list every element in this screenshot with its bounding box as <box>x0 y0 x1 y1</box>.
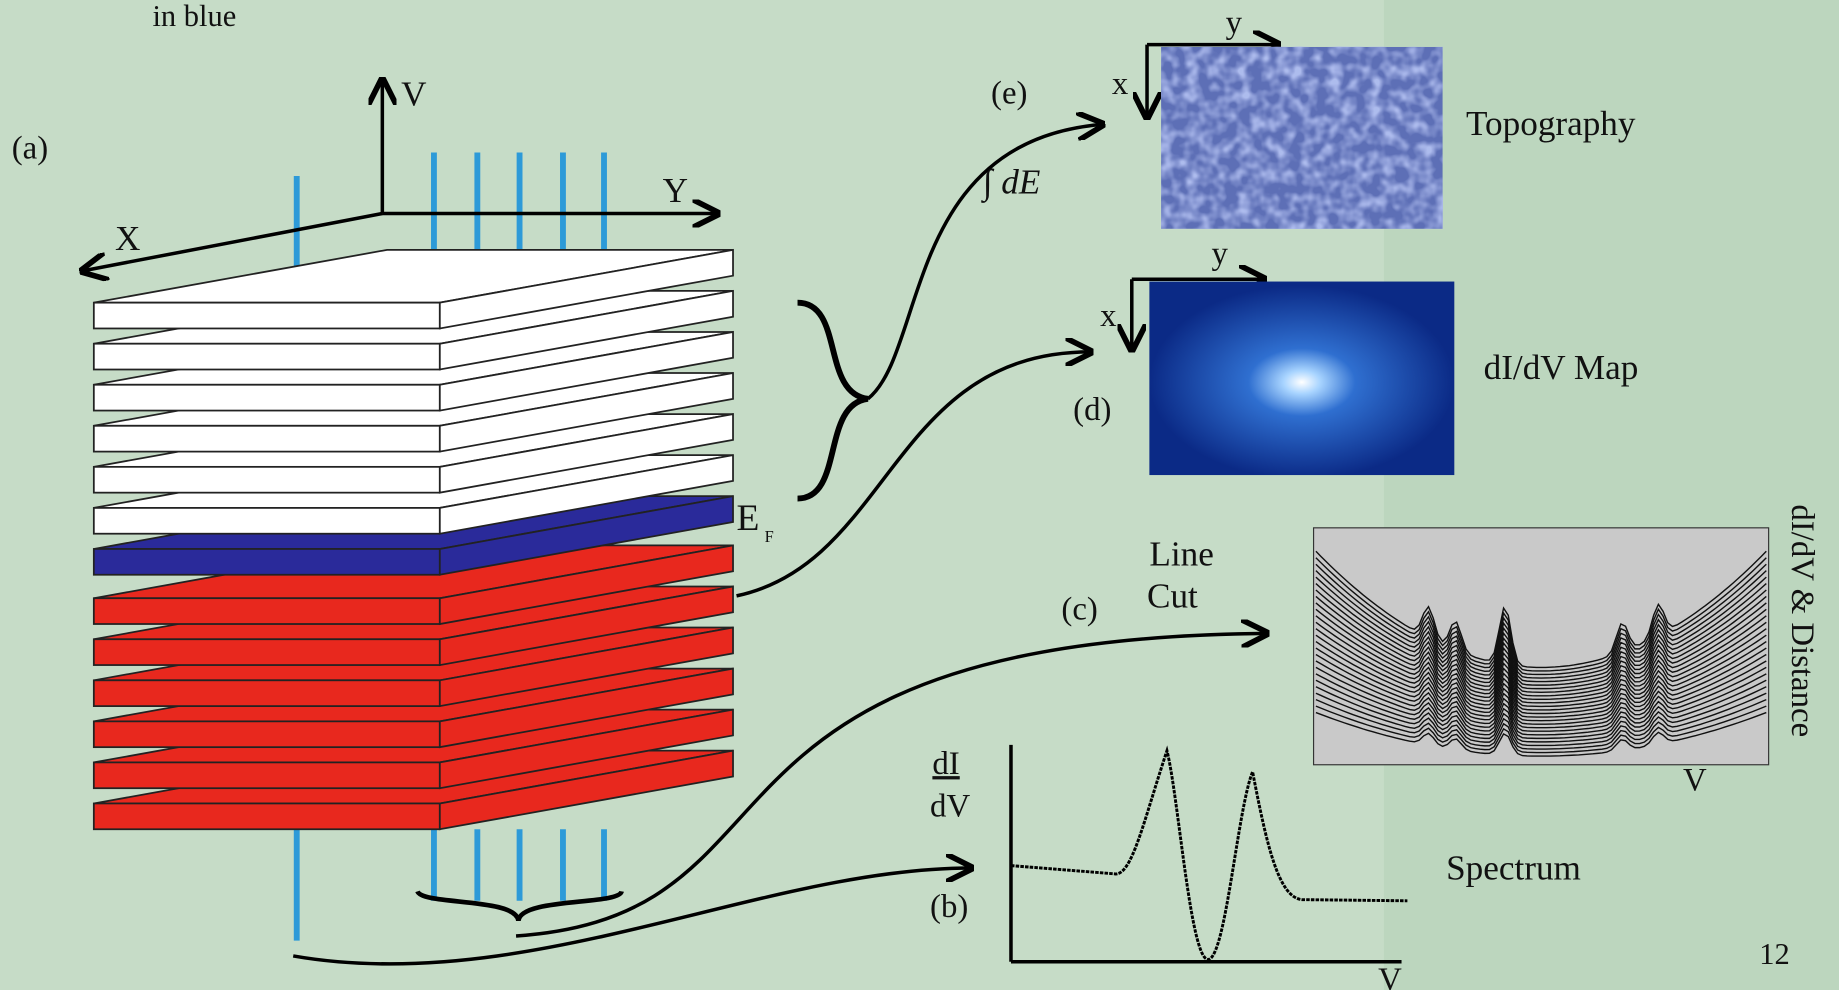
axis-label: V <box>401 75 426 114</box>
didv-map-image <box>1149 282 1454 476</box>
slab-front <box>94 426 440 452</box>
slab-front <box>94 344 440 370</box>
integral-label: ∫ dE <box>981 163 1041 204</box>
plot-title: Spectrum <box>1446 849 1581 888</box>
page-number: 12 <box>1759 937 1789 971</box>
image-title: Topography <box>1466 104 1636 143</box>
slab-front <box>94 762 440 788</box>
background-pattern <box>1384 0 1839 990</box>
page: in blue (a) V X Y E F (e) y x ∫ dE Topog… <box>0 0 1839 990</box>
axis-label: y <box>1226 5 1243 41</box>
image-title: Line <box>1149 534 1213 573</box>
header-fragment: in blue <box>152 0 236 33</box>
slab-front <box>94 639 440 665</box>
axis-label: V <box>1378 962 1402 990</box>
panel-label: (e) <box>991 75 1027 111</box>
axis-label: dI <box>932 746 959 782</box>
axis-label: y <box>1212 236 1229 272</box>
spectrum-curve <box>1011 751 1407 960</box>
axis-label: x <box>1100 298 1117 334</box>
panel-label: (b) <box>930 889 968 925</box>
fermi-label: E <box>737 498 760 539</box>
slab-front <box>94 803 440 829</box>
slab-front <box>94 508 440 534</box>
panel-label: (a) <box>12 130 48 166</box>
fermi-subscript: F <box>765 527 774 546</box>
slide: in blue (a) V X Y E F (e) y x ∫ dE Topog… <box>0 0 1839 990</box>
layer-stack <box>94 153 733 941</box>
axis-label: Y <box>663 171 688 210</box>
slab-front <box>94 680 440 706</box>
image-title: Cut <box>1147 577 1198 616</box>
slab-front <box>94 303 440 329</box>
axis-label: V <box>1683 763 1707 799</box>
topography-texture <box>1161 47 1442 229</box>
side-label: dI/dV & Distance <box>1784 504 1820 737</box>
panel-label: (c) <box>1061 591 1097 627</box>
axis-label: x <box>1112 66 1129 102</box>
slab-front <box>94 549 440 575</box>
panel-label: (d) <box>1073 392 1111 428</box>
slab-front <box>94 467 440 493</box>
image-title: dI/dV Map <box>1484 348 1639 387</box>
axis-label: dV <box>930 788 970 824</box>
axis-label: X <box>115 219 140 258</box>
slab-front <box>94 598 440 624</box>
slab-front <box>94 385 440 411</box>
slab-front <box>94 721 440 747</box>
